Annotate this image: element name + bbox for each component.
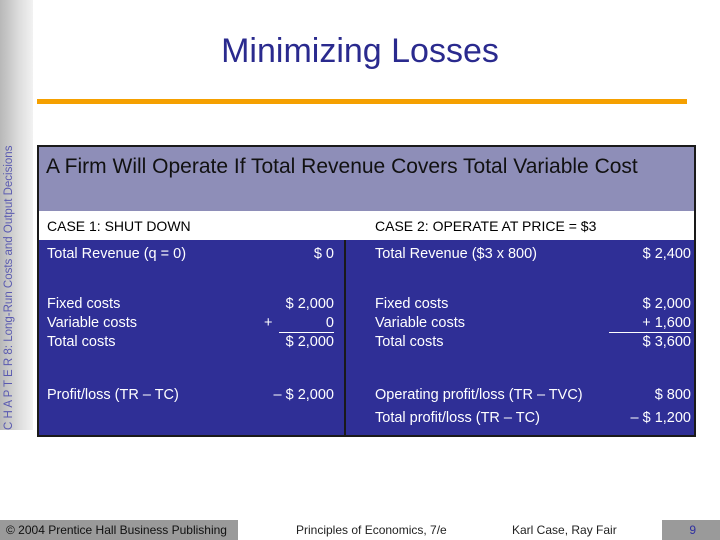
case-divider <box>344 240 346 437</box>
case1-total-label: Total costs <box>47 334 116 350</box>
case2-total-value: $ 3,600 <box>642 334 691 350</box>
case1-fixed-label: Fixed costs <box>47 296 121 312</box>
case2-variable-label: Variable costs <box>375 315 465 331</box>
case2-variable-value: + 1,600 <box>609 314 691 333</box>
slide-title: Minimizing Losses <box>221 32 499 70</box>
case2-revenue-label: Total Revenue ($3 x 800) <box>375 246 538 262</box>
case2-label: CASE 2: OPERATE AT PRICE = $3 <box>375 218 597 234</box>
chapter-label: C H A P T E R 8: Long-Run Costs and Outp… <box>3 145 15 430</box>
footer-copyright: © 2004 Prentice Hall Business Publishing <box>0 520 238 540</box>
case2-revenue-value: $ 2,400 <box>642 246 691 262</box>
case2-total-profit-value: – $ 1,200 <box>630 410 691 426</box>
case1-variable-label: Variable costs <box>47 315 137 331</box>
case1-variable-sign: + <box>264 315 273 331</box>
comparison-panel: A Firm Will Operate If Total Revenue Cov… <box>37 145 696 437</box>
case1-total-value: $ 2,000 <box>285 334 334 350</box>
case2-fixed-label: Fixed costs <box>375 296 449 312</box>
case2-total-label: Total costs <box>375 334 444 350</box>
case1-profit-label: Profit/loss (TR – TC) <box>47 387 179 403</box>
panel-heading: A Firm Will Operate If Total Revenue Cov… <box>39 147 694 211</box>
case2-fixed-value: $ 2,000 <box>642 296 691 312</box>
case1-variable-value: 0 <box>279 314 334 333</box>
case1-profit-value: – $ 2,000 <box>273 387 334 403</box>
chapter-sidebar <box>0 0 33 430</box>
case2-total-profit-label: Total profit/loss (TR – TC) <box>375 410 540 426</box>
case2-operating-label: Operating profit/loss (TR – TVC) <box>375 387 583 403</box>
title-underline <box>37 99 687 104</box>
page-number: 9 <box>662 520 720 540</box>
case1-fixed-value: $ 2,000 <box>285 296 334 312</box>
footer-book-title: Principles of Economics, 7/e <box>296 523 447 537</box>
case-labels-row: CASE 1: SHUT DOWN CASE 2: OPERATE AT PRI… <box>39 211 694 240</box>
case1-revenue-value: $ 0 <box>313 246 334 262</box>
case1-label: CASE 1: SHUT DOWN <box>47 218 191 234</box>
case2-operating-value: $ 800 <box>654 387 691 403</box>
footer-authors: Karl Case, Ray Fair <box>512 523 617 537</box>
case1-revenue-label: Total Revenue (q = 0) <box>47 246 187 262</box>
